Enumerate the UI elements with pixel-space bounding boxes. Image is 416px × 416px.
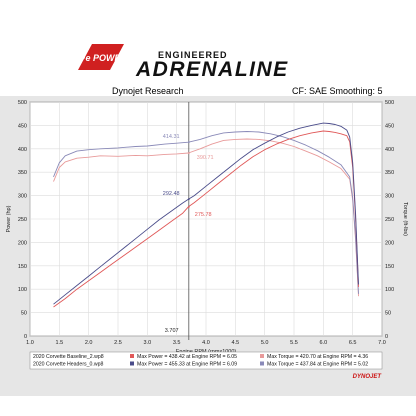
y-tick-label-left: 100 (18, 287, 27, 293)
y-tick-label-left: 450 (18, 123, 27, 129)
brand-tagline: ENGINEERED (158, 50, 228, 60)
x-tick-label: 5.5 (290, 340, 298, 346)
y-tick-label-right: 150 (385, 264, 394, 270)
annotation-headers-power: 292.48 (163, 191, 180, 197)
y-tick-label-left: 150 (18, 264, 27, 270)
series-line-baseline-torque (53, 138, 359, 297)
legend-swatch-power (130, 354, 134, 358)
x-tick-label: 1.5 (56, 340, 64, 346)
legend-swatch-torque (260, 361, 264, 366)
x-tick-label: 3.0 (144, 340, 152, 346)
annotation-baseline-power: 275.78 (195, 212, 212, 218)
y-tick-label-right: 400 (385, 147, 394, 153)
grid-lines (29, 101, 383, 337)
y-tick-label-left: 350 (18, 170, 27, 176)
annotation-baseline-torque: 390.71 (197, 155, 214, 161)
annotation-headers-torque: 414.31 (163, 134, 180, 140)
legend-max-torque: Max Torque = 437.84 at Engine RPM = 5.02 (267, 362, 368, 368)
brand-wordmark: ADRENALINE (135, 58, 289, 81)
x-tick-label: 4.5 (232, 340, 240, 346)
legend-box (29, 351, 383, 370)
dyno-chart: 1.0 1.5 2.0 2.5 3.0 3.5 4.0 4.5 5.0 5.5 6.0 6.5 7.00… (6, 100, 408, 380)
x-tick-label: 7.0 (378, 340, 386, 346)
y-tick-label-right: 0 (385, 334, 388, 340)
y-tick-label-right: 350 (385, 170, 394, 176)
y-tick-label-left: 400 (18, 147, 27, 153)
y-axis-label-right: Torque (ft-lbs) (402, 202, 408, 236)
x-tick-label: 2.5 (114, 340, 122, 346)
legend-file-name: 2020 Corvette Headers_0.wp8 (33, 362, 103, 368)
y-tick-label-right: 50 (385, 311, 391, 317)
afe-power-badge: aFe POWER (75, 44, 128, 70)
y-tick-label-right: 300 (385, 194, 394, 200)
y-axis-label-left: Power (hp) (6, 205, 12, 232)
y-tick-label-right: 250 (385, 217, 394, 223)
legend: 2020 Corvette Baseline_2.wp8 Max Power = … (29, 351, 383, 370)
annotation-marker-baseline-torque (187, 152, 190, 155)
afe-adrenaline-logo: aFe POWER ENGINEERED ADRENALINE (75, 44, 289, 81)
correction-factor-caption: CF: SAE Smoothing: 5 (292, 86, 383, 96)
y-tick-label-left: 250 (18, 217, 27, 223)
legend-swatch-power (130, 361, 134, 366)
y-tick-label-right: 100 (385, 287, 394, 293)
y-tick-label-left: 300 (18, 194, 27, 200)
cursor-rpm-label: 3.707 (165, 328, 179, 334)
x-tick-label: 1.0 (26, 340, 34, 346)
y-tick-label-left: 50 (21, 311, 27, 317)
series-line-headers-torque (53, 131, 359, 294)
legend-max-power: Max Power = 438.42 at Engine RPM = 6.05 (137, 354, 237, 360)
y-tick-label-left: 500 (18, 100, 27, 106)
x-tick-label: 5.0 (261, 340, 269, 346)
x-tick-label: 6.0 (320, 340, 328, 346)
x-tick-label: 3.5 (173, 340, 181, 346)
y-tick-label-right: 500 (385, 100, 394, 106)
legend-swatch-torque (260, 354, 264, 358)
legend-max-power: Max Power = 455.33 at Engine RPM = 6.09 (137, 362, 237, 368)
annotation-marker-baseline-power (187, 206, 190, 208)
series-line-headers-power (53, 122, 359, 305)
annotation-marker-headers-power (187, 198, 190, 201)
x-tick-label: 4.0 (202, 340, 210, 346)
y-tick-label-right: 200 (385, 240, 394, 246)
y-tick-label-right: 450 (385, 123, 394, 129)
dynojet-logo-text: DYNOJET (353, 374, 383, 380)
dynojet-research-caption: Dynojet Research (112, 86, 184, 96)
chart-panel: 1.0 1.5 2.0 2.5 3.0 3.5 4.0 4.5 5.0 5.5 6.0 6.5 7.0 0… (0, 96, 416, 396)
y-tick-label-left: 200 (18, 240, 27, 246)
series-line-baseline-power (53, 130, 359, 308)
legend-max-torque: Max Torque = 420.70 at Engine RPM = 4.36 (267, 354, 368, 360)
y-tick-label-left: 0 (24, 334, 27, 340)
legend-file-name: 2020 Corvette Baseline_2.wp8 (33, 354, 104, 360)
annotation-marker-headers-torque (187, 141, 190, 144)
afe-badge-text: aFe POWER (75, 53, 128, 63)
x-tick-label: 6.5 (349, 340, 357, 346)
x-tick-label: 2.0 (85, 340, 93, 346)
